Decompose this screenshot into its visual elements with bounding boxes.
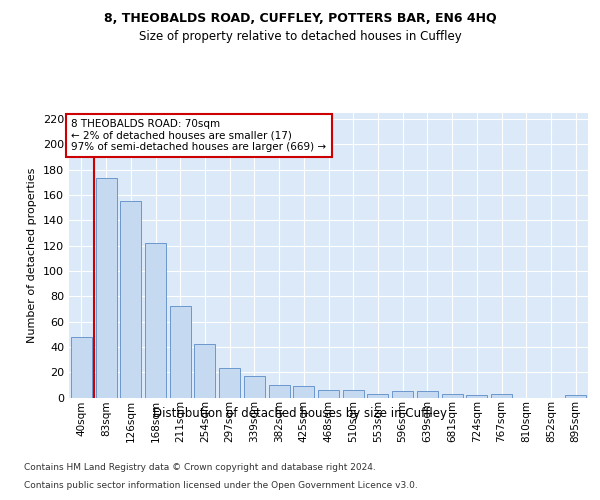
Bar — [194, 344, 215, 398]
Bar — [269, 385, 290, 398]
Bar — [343, 390, 364, 398]
Bar — [293, 386, 314, 398]
Bar — [244, 376, 265, 398]
Bar — [466, 395, 487, 398]
Bar — [417, 391, 438, 398]
Bar — [318, 390, 339, 398]
Bar — [442, 394, 463, 398]
Text: 8 THEOBALDS ROAD: 70sqm
← 2% of detached houses are smaller (17)
97% of semi-det: 8 THEOBALDS ROAD: 70sqm ← 2% of detached… — [71, 119, 326, 152]
Text: Distribution of detached houses by size in Cuffley: Distribution of detached houses by size … — [153, 408, 447, 420]
Bar — [95, 178, 116, 398]
Bar — [491, 394, 512, 398]
Bar — [145, 243, 166, 398]
Bar — [367, 394, 388, 398]
Bar — [170, 306, 191, 398]
Bar — [71, 336, 92, 398]
Bar — [392, 391, 413, 398]
Text: Size of property relative to detached houses in Cuffley: Size of property relative to detached ho… — [139, 30, 461, 43]
Bar — [120, 201, 141, 398]
Bar — [565, 395, 586, 398]
Text: 8, THEOBALDS ROAD, CUFFLEY, POTTERS BAR, EN6 4HQ: 8, THEOBALDS ROAD, CUFFLEY, POTTERS BAR,… — [104, 12, 496, 26]
Text: Contains HM Land Registry data © Crown copyright and database right 2024.: Contains HM Land Registry data © Crown c… — [24, 464, 376, 472]
Text: Contains public sector information licensed under the Open Government Licence v3: Contains public sector information licen… — [24, 481, 418, 490]
Bar — [219, 368, 240, 398]
Y-axis label: Number of detached properties: Number of detached properties — [28, 168, 37, 342]
